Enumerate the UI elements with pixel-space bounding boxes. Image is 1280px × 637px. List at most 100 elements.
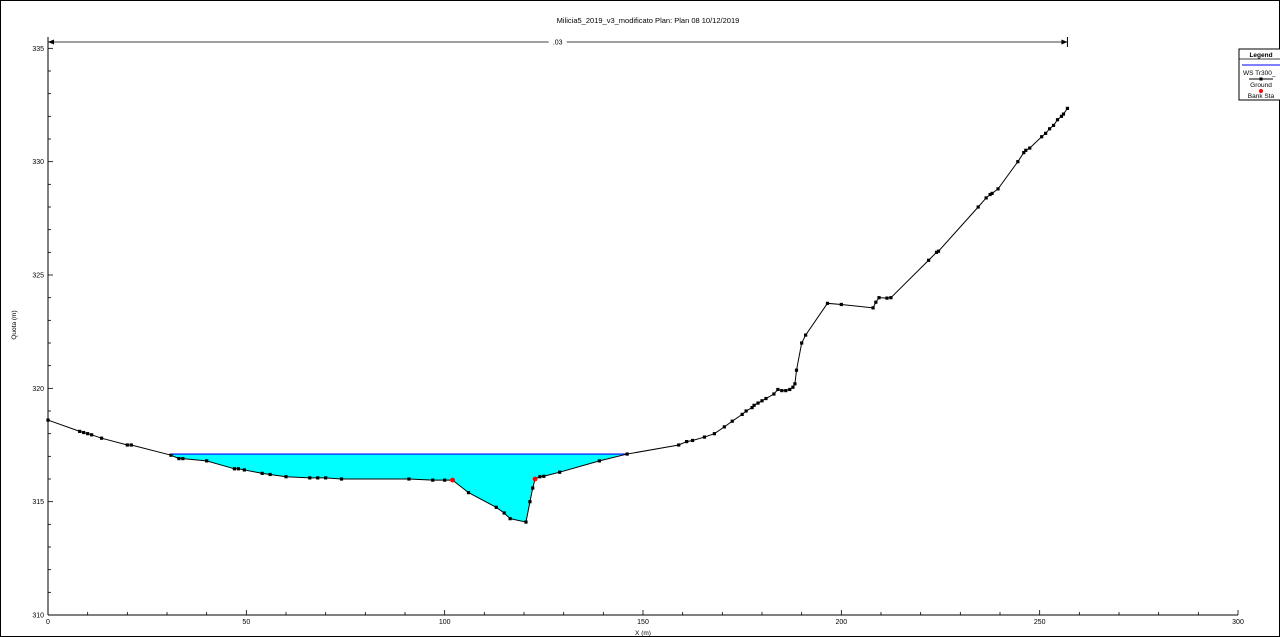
- y-tick-label: 310: [32, 613, 44, 620]
- manning-label: .03: [553, 39, 563, 46]
- ground-point: [339, 477, 344, 481]
- ground-point: [885, 296, 889, 300]
- legend-ground-marker: [1259, 77, 1263, 81]
- y-tick-label: 325: [32, 273, 44, 280]
- ground-point: [242, 468, 246, 472]
- ground-point: [788, 387, 792, 392]
- x-tick-label: 0: [46, 619, 50, 626]
- ground-point: [780, 389, 784, 393]
- ground-point: [794, 368, 799, 372]
- ground-point: [871, 306, 875, 310]
- ground-point: [677, 443, 681, 447]
- ground-point: [129, 443, 133, 447]
- ground-point: [232, 467, 237, 471]
- x-tick-label: 200: [835, 619, 847, 626]
- ground-point: [625, 452, 629, 456]
- x-tick-label: 300: [1232, 619, 1244, 626]
- legend-title: Legend: [1249, 52, 1272, 59]
- ground-point: [125, 443, 129, 447]
- ground-point: [996, 187, 1000, 191]
- manning-left-arrow: [48, 39, 54, 45]
- ground-point: [1059, 114, 1064, 118]
- ground-point: [466, 491, 471, 495]
- ground-point: [324, 476, 328, 480]
- ground-point: [169, 453, 173, 457]
- ground-point: [927, 258, 931, 262]
- ground-point: [82, 430, 86, 435]
- ground-point: [756, 401, 760, 405]
- ground-point: [752, 403, 756, 407]
- ground-point: [1055, 118, 1060, 122]
- legend-bank-marker: [1259, 89, 1263, 93]
- ground-point: [1051, 123, 1056, 127]
- ground-point: [990, 191, 994, 195]
- ground-point: [528, 500, 532, 504]
- axes: 0 50 100 150 200 250 300 310 315 320 325 330 335: [32, 37, 1244, 626]
- x-tick-label: 50: [242, 619, 250, 626]
- ground-point: [750, 406, 754, 410]
- ground-point: [260, 471, 264, 475]
- water-fill: [170, 454, 628, 523]
- ground-point: [1040, 135, 1044, 139]
- ground-point: [722, 425, 726, 429]
- ground-point: [1022, 151, 1026, 155]
- ground-point: [984, 196, 988, 200]
- legend-bank-label: Bank Sta: [1248, 93, 1275, 100]
- ground-point: [791, 385, 795, 389]
- y-tick-label: 330: [32, 159, 44, 166]
- ground-point: [690, 438, 695, 443]
- ground-point: [177, 457, 181, 461]
- ground-point: [86, 432, 90, 436]
- y-axis-title: Quota (m): [11, 310, 18, 339]
- ground-point: [804, 333, 808, 337]
- legend-ground-label: Ground: [1250, 82, 1272, 89]
- ground-point: [502, 511, 506, 515]
- ground-point: [181, 457, 185, 461]
- bank-station-point: [450, 477, 455, 483]
- ground-point: [1044, 131, 1048, 135]
- plot-area: .03: [46, 37, 1070, 524]
- ground-point: [1047, 127, 1052, 131]
- ground-point: [90, 433, 94, 437]
- ground-point: [542, 474, 546, 478]
- ground-point: [443, 478, 447, 482]
- ground-point: [1016, 160, 1020, 164]
- legend: Legend WS Tr300_ Ground Bank Sta: [1238, 48, 1280, 101]
- ground-point: [988, 192, 992, 197]
- y-tick-label: 335: [32, 46, 44, 53]
- ground-point: [874, 300, 878, 304]
- bank-station-point: [532, 476, 538, 482]
- ground-point: [236, 467, 240, 471]
- ground-point: [934, 250, 939, 254]
- y-tick-label: 320: [32, 386, 44, 393]
- ground-point: [740, 412, 744, 416]
- legend-ws-label: WS Tr300_: [1243, 70, 1276, 77]
- ground-point: [839, 302, 843, 307]
- ground-point: [1024, 148, 1028, 152]
- ground-point: [99, 436, 104, 440]
- ground-point: [800, 341, 804, 345]
- ground-point: [712, 432, 716, 436]
- ground-point: [494, 505, 498, 509]
- ground-point: [1065, 106, 1070, 110]
- ground-point: [431, 478, 435, 482]
- x-tick-label: 150: [637, 619, 649, 626]
- ground-point: [793, 382, 797, 386]
- ground-point: [538, 475, 542, 479]
- ground-point: [772, 392, 776, 396]
- ground-point: [976, 205, 980, 209]
- ground-point: [784, 389, 788, 393]
- ground-point: [284, 475, 288, 479]
- ground-point: [760, 399, 764, 403]
- ground-point: [205, 459, 209, 463]
- ground-point: [316, 476, 320, 480]
- ground-point: [730, 419, 734, 423]
- ground-point: [508, 517, 512, 521]
- ground-point: [268, 472, 272, 477]
- ground-point: [764, 396, 768, 401]
- ground-point: [685, 440, 689, 444]
- ground-point: [825, 301, 830, 305]
- x-axis-title: X (m): [635, 630, 651, 637]
